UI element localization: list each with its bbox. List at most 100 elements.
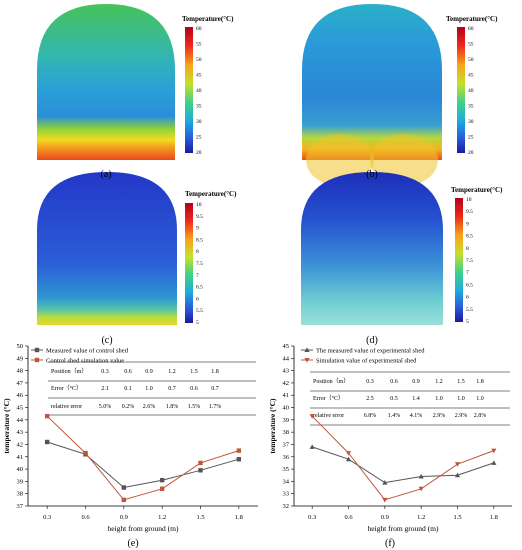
y-tick-label: 46: [17, 392, 24, 399]
colorbar-ticks: 10 9.5 9 8.5 8 7.5 7 6.5 6 5.5 5: [196, 202, 203, 326]
table-cell: 4.1%: [410, 413, 423, 419]
x-tick-label: 1.2: [417, 514, 425, 521]
panel-label-b: (b): [366, 169, 378, 180]
panel-label-a: (a): [100, 169, 111, 180]
table-cell: 1.8: [476, 379, 484, 385]
data-point: [454, 462, 461, 467]
table-cell: 2.5: [366, 396, 374, 402]
colorbar-title: Temperature(°C): [185, 190, 237, 198]
table-cell: relative error: [313, 413, 344, 419]
table-cell: 2.9%: [433, 413, 446, 419]
table-cell: 0.6: [390, 379, 398, 385]
y-tick-label: 42: [17, 441, 24, 448]
colorbar-tick-label: 8: [466, 246, 469, 252]
table-cell: 0.9: [412, 379, 420, 385]
y-tick-label: 50: [17, 343, 24, 350]
colorbar-tick-label: 9.5: [196, 214, 203, 220]
contour-panel-a: [37, 4, 175, 160]
x-tick-label: 0.9: [120, 514, 128, 521]
line-chart-f: 32 33 34 35 36 37 38 39 40 41 42 43 44 45 0.3 0.6 0.9 1.2…: [268, 343, 512, 533]
legend-entry: Control shed simulation value: [46, 357, 124, 364]
colorbar-tick-label: 60: [196, 26, 202, 32]
colorbar-tick-label: 55: [196, 42, 202, 48]
data-point: [121, 497, 127, 503]
y-tick-label: 39: [283, 417, 290, 424]
data-point: [44, 439, 50, 445]
table-cell: 0.7: [211, 386, 219, 392]
colorbar-tick-label: 30: [468, 119, 474, 125]
table-cell: relative error: [51, 404, 82, 410]
colorbar-a: Temperature(°C) 60 55 50 45 40 35 30 25 20: [182, 15, 234, 156]
colorbar-tick-label: 9: [196, 226, 199, 232]
colorbar-tick-label: 30: [196, 119, 202, 125]
table-cell: 6.8%: [364, 413, 377, 419]
colorbar-ticks: 10 9.5 9 8.5 8 7.5 7 6.5 6 5.5 5: [466, 197, 473, 325]
y-tick-label: 33: [283, 491, 290, 498]
colorbar-title: Temperature(°C): [451, 186, 503, 194]
panel-label-d: (d): [366, 335, 378, 346]
colorbar-tick-label: 55: [468, 42, 474, 48]
data-point: [121, 485, 127, 490]
y-tick-label: 43: [283, 368, 290, 375]
table-cell: 0.1: [124, 386, 132, 392]
table-cell: 1.0: [435, 396, 443, 402]
colorbar-title: Temperature(°C): [446, 15, 498, 23]
colorbar-tick-label: 45: [468, 73, 474, 79]
table-cell: 1.0: [145, 386, 153, 392]
y-tick-label: 43: [17, 429, 24, 436]
table-cell: 2.8%: [474, 413, 487, 419]
x-tick-label: 1.2: [158, 514, 166, 521]
series-line: [46, 415, 239, 501]
table-cell: 0.5: [390, 396, 398, 402]
data-point: [198, 468, 203, 473]
contour-panel-d: [301, 172, 443, 325]
colorbar-tick-label: 10: [196, 202, 202, 208]
x-axis-label: height from ground (m): [367, 524, 439, 533]
series-line: [311, 415, 494, 501]
data-point: [382, 497, 388, 503]
data-point: [44, 413, 50, 419]
table-cell: Position（m）: [51, 368, 87, 375]
x-tick-label: 1.8: [490, 514, 498, 521]
x-tick-label: 0.6: [81, 514, 90, 521]
x-tick-label: 0.3: [43, 514, 51, 521]
table-cell: 5.0%: [99, 404, 112, 410]
colorbar-tick-label: 40: [196, 88, 202, 94]
panel-label-c: (c): [101, 335, 112, 346]
legend-marker: [34, 347, 40, 353]
y-axis-label: temperature (°C): [2, 398, 11, 454]
table-cell: 0.9: [145, 369, 153, 375]
data-point: [345, 451, 352, 456]
table-cell: 2.6%: [143, 404, 156, 410]
colorbar-ticks: 60 55 50 45 40 35 30 25 20: [196, 26, 202, 156]
colorbar-tick-label: 7.5: [196, 261, 203, 267]
y-tick-label: 38: [17, 491, 24, 498]
colorbar-tick-label: 9: [466, 221, 469, 227]
data-point: [159, 477, 165, 483]
colorbar-tick-label: 6.5: [196, 285, 203, 291]
table-cell: 0.6: [124, 369, 132, 375]
x-tick-label: 0.6: [344, 514, 353, 521]
colorbar-tick-label: 6.5: [466, 282, 473, 288]
x-tick-label: 1.5: [196, 514, 204, 521]
y-tick-label: 48: [17, 368, 24, 375]
colorbar-tick-label: 5: [196, 320, 199, 326]
data-point: [418, 486, 424, 492]
y-tick-label: 38: [283, 429, 290, 436]
y-tick-label: 45: [17, 405, 24, 412]
colorbar-tick-label: 40: [468, 88, 474, 94]
table-cell: Error（°C）: [313, 395, 344, 402]
series-line: [312, 446, 494, 484]
table-cell: 1.4%: [388, 413, 401, 419]
y-tick-label: 39: [17, 478, 24, 485]
table-cell: 1.0: [476, 396, 484, 402]
table-cell: 1.7%: [209, 404, 222, 410]
legend-marker: [304, 358, 310, 363]
table-cell: 1.2: [168, 369, 176, 375]
data-point: [236, 448, 242, 453]
y-tick-label: 41: [17, 454, 24, 461]
y-tick-label: 44: [17, 417, 24, 424]
y-tick-label: 35: [283, 466, 290, 473]
data-point: [198, 460, 203, 466]
